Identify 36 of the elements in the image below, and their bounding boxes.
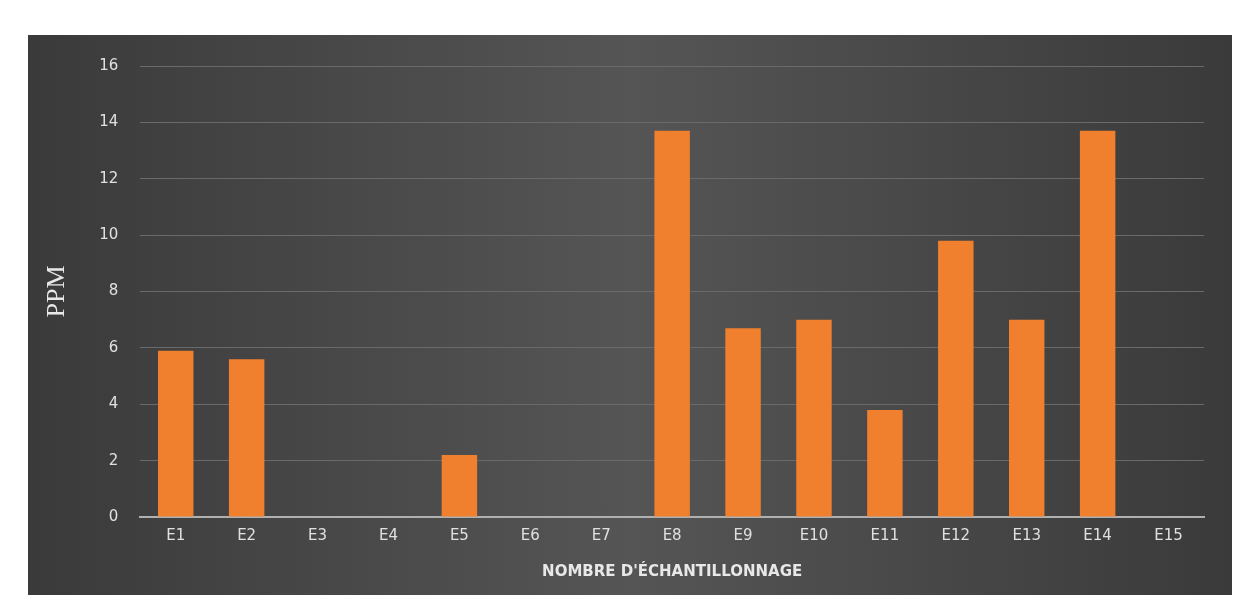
bar [796,319,832,517]
bar [867,409,903,517]
x-tick-label: E9 [733,525,753,544]
x-tick-label: E2 [237,525,257,544]
x-tick-label: E14 [1083,525,1112,544]
x-tick-label: E11 [870,525,900,544]
y-tick-label: 10 [99,225,119,244]
y-axis-title: PPM [41,265,71,318]
y-tick-label: 8 [108,281,119,300]
bar [654,130,690,517]
x-tick-label: E10 [799,525,829,544]
y-tick-label: 4 [108,394,119,413]
y-tick-label: 16 [99,55,119,74]
y-tick-label: 12 [99,168,119,187]
x-tick-label: E8 [662,525,682,544]
bar [228,359,265,517]
y-tick-label: 6 [108,337,119,356]
x-tick-label: E1 [166,525,186,544]
y-tick-label: 0 [108,506,119,525]
x-tick-label: E15 [1154,525,1183,544]
x-tick-label: E12 [941,525,971,544]
bar [1079,130,1116,517]
bar [938,240,974,517]
x-tick-label: E7 [591,525,611,544]
y-tick-label: 14 [99,112,119,131]
y-tick-label: 2 [108,450,119,469]
x-tick-label: E13 [1012,525,1041,544]
x-axis-title: NOMBRE D'ÉCHANTILLONNAGE [542,560,803,580]
bar [725,328,761,517]
bar [158,350,194,517]
bar [441,454,478,517]
x-tick-label: E3 [308,525,328,544]
x-tick-label: E5 [449,525,469,544]
x-tick-label: E4 [378,525,398,544]
bar [1008,319,1045,517]
x-tick-label: E6 [520,525,540,544]
